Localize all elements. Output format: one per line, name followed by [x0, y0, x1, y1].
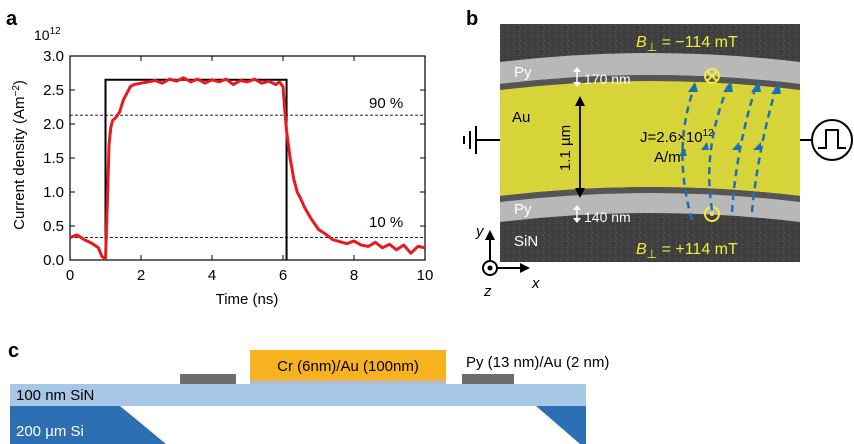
- z-axis-dot: [487, 265, 493, 271]
- si-right: [536, 406, 586, 444]
- micrograph-b: 170 nm 140 nm 1.1 µm Py Au Py SiN J=2.6×…: [463, 24, 853, 300]
- cross-section-c: Cr (6nm)/Au (100nm) Py (13 nm)/Au (2 nm)…: [10, 350, 609, 444]
- y-tick-label: 2.0: [43, 116, 64, 133]
- py-top-strip: [500, 53, 800, 84]
- y-tick-label: 1.0: [43, 184, 64, 201]
- arrow-up-top: [573, 67, 581, 72]
- panel-label-c: c: [8, 340, 20, 362]
- field-into-page-icon: [704, 68, 720, 84]
- y-tick-label: 3.0: [43, 48, 64, 65]
- x-axis-arrow: [520, 263, 530, 273]
- width-bottom-label: 140 nm: [584, 209, 631, 225]
- x-axis-label: Time (ns): [216, 291, 279, 308]
- si-left: [10, 406, 166, 444]
- arrow-down-bottom: [573, 218, 581, 223]
- py-bottom-strip: [500, 193, 800, 222]
- width-arrow-head-up: [575, 96, 585, 106]
- electrode-label: Cr (6nm)/Au (100nm): [277, 358, 419, 375]
- y-tick-label: 2.5: [43, 82, 64, 99]
- pulse-source-icon: [800, 119, 853, 161]
- width-au-label: 1.1 µm: [557, 125, 574, 171]
- au-label: Au: [512, 109, 530, 126]
- y-tick-label: 0.5: [43, 218, 64, 235]
- x-tick-label: 6: [279, 267, 287, 284]
- chart-a-axes: 0.0 0.5 1.0 1.5 2.0 2.5 3.0 0 2 4 6 8 10: [43, 48, 433, 284]
- electrode-block: [250, 350, 446, 380]
- arrow-down-top: [573, 82, 581, 87]
- sin-label: SiN: [514, 233, 538, 250]
- x-tick-label: 2: [137, 267, 145, 284]
- current-density-label: J=2.6×1012: [640, 128, 714, 146]
- y-tick-label: 0.0: [43, 252, 64, 269]
- field-arrowheads: [679, 81, 781, 156]
- sin-layer-label: 100 nm SiN: [16, 387, 94, 404]
- py-pad-right: [462, 374, 514, 384]
- axis-x-label: x: [531, 275, 540, 292]
- y-axis-label: Current density (Am−2): [11, 80, 28, 230]
- y-exponent-power: 12: [50, 26, 62, 37]
- py-pad-left: [180, 374, 236, 384]
- b-top-label: B⊥ = −114 mT: [636, 34, 738, 54]
- axis-z-label: z: [483, 283, 492, 300]
- arrow-up-bottom: [573, 205, 581, 210]
- chart-a: 0.00.51.01.52.02.53.00 2 4 6 8 10 1012 Curren…: [11, 26, 433, 308]
- width-top-label: 170 nm: [584, 71, 631, 87]
- ideal-pulse-line: [104, 78, 288, 260]
- label-10: 10 %: [369, 214, 403, 231]
- y-exponent-base: 10: [34, 27, 50, 43]
- electrode-base: [250, 380, 446, 384]
- y-exponent: 1012: [34, 26, 61, 43]
- measured-pulse-line: [69, 76, 426, 261]
- py-top-label: Py: [514, 64, 532, 81]
- gap-bottom: [500, 187, 800, 202]
- b-bottom-label: B⊥ = +114 mT: [636, 241, 738, 261]
- x-tick-label: 0: [66, 267, 74, 284]
- y-axis-arrow: [485, 230, 495, 240]
- x-tick-label: 4: [208, 267, 216, 284]
- x-tick-label: 8: [350, 267, 358, 284]
- label-90: 90 %: [369, 95, 403, 112]
- py-stack-label: Py (13 nm)/Au (2 nm): [466, 354, 609, 371]
- axis-y-label: y: [475, 223, 485, 240]
- ground-icon: [463, 126, 500, 154]
- x-tick-label: 10: [417, 267, 434, 284]
- y-tick-label: 1.5: [43, 150, 64, 167]
- py-bottom-label: Py: [514, 201, 532, 218]
- width-arrow-head-down: [575, 188, 585, 198]
- panel-label-a: a: [6, 8, 18, 30]
- gap-top: [500, 75, 800, 90]
- sin-layer: [10, 384, 586, 406]
- au-region: [500, 81, 800, 196]
- si-label: 200 µm Si: [16, 423, 84, 440]
- panel-label-b: b: [466, 8, 479, 30]
